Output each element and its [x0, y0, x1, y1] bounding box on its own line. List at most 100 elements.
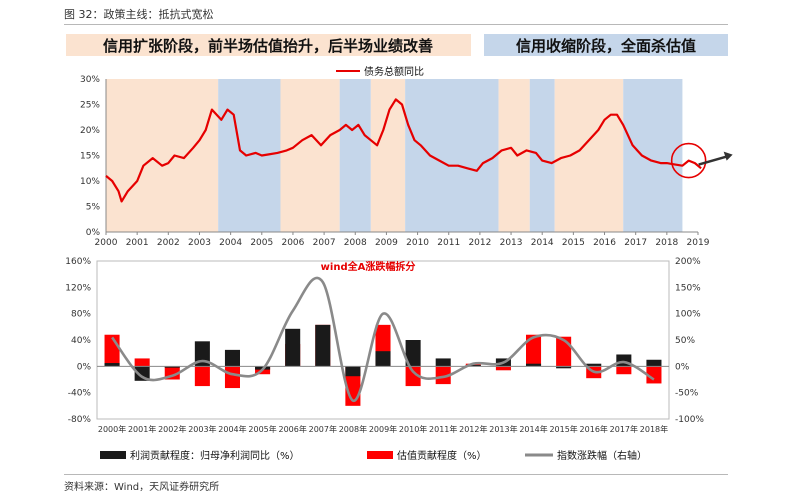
valuation-bar	[435, 366, 451, 385]
title-divider	[64, 24, 728, 25]
banner-expansion-label: 信用扩张阶段，前半场估值抬升，后半场业绩改善	[103, 37, 433, 55]
top-y-tick-label: 5%	[86, 203, 101, 213]
debt-growth-line	[105, 98, 702, 203]
trend-arrow-shaft	[698, 155, 727, 166]
top-x-tick-label: 2004	[219, 238, 242, 248]
bottom-x-tick-label: 2016年	[580, 424, 608, 434]
right-y-tick-label: 200%	[675, 257, 701, 267]
debt-growth-chart: 0% 5% 10% 15% 20% 25% 30% 2000 2001 2002 2003 2004 2…	[80, 75, 733, 248]
profit-bar	[164, 366, 180, 368]
bottom-x-tick-label: 2006年	[279, 424, 307, 434]
legend-label-profit: 利润贡献程度：归母净利润同比（%）	[130, 449, 300, 462]
profit-bar	[224, 349, 240, 367]
phase-band-expansion	[498, 79, 530, 232]
top-x-tick-label: 2003	[188, 238, 211, 248]
top-y-tick-label: 20%	[80, 126, 100, 136]
bottom-x-tick-label: 2004年	[218, 424, 246, 434]
phase-band-contraction	[405, 79, 499, 232]
phase-band-expansion	[554, 79, 624, 232]
top-y-tick-label: 0%	[86, 228, 101, 238]
top-x-tick-label: 2005	[250, 238, 273, 248]
top-x-tick-label: 2013	[500, 238, 523, 248]
top-x-tick-label: 2015	[562, 238, 585, 248]
phase-band-contraction	[339, 79, 371, 232]
bottom-x-tick-label: 2017年	[610, 424, 638, 434]
banner-contraction	[484, 34, 728, 56]
profit-bar	[285, 328, 301, 367]
valuation-bar	[224, 366, 240, 389]
top-x-tick-label: 2018	[655, 238, 678, 248]
profit-bar	[405, 340, 421, 367]
profit-bar	[194, 341, 210, 367]
banner-contraction-label: 信用收缩阶段，全面杀估值	[516, 37, 696, 55]
valuation-bar	[194, 366, 210, 387]
highlight-circle	[670, 142, 707, 179]
top-x-tick-label: 2016	[593, 238, 616, 248]
valuation-bar	[495, 366, 511, 371]
phase-band-contraction	[529, 79, 555, 232]
top-x-tick-label: 2000	[95, 238, 118, 248]
profit-bar	[616, 354, 632, 367]
profit-bar	[104, 363, 120, 367]
legend-label-index: 指数涨跌幅（右轴）	[557, 449, 647, 462]
profit-bar	[646, 359, 662, 367]
left-y-tick-label: -80%	[68, 415, 92, 425]
legend-label-valuation: 估值贡献程度（%）	[397, 449, 487, 462]
bottom-x-tick-label: 2018年	[640, 424, 668, 434]
top-x-tick-label: 2012	[468, 238, 491, 248]
profit-bar	[526, 363, 542, 367]
left-y-tick-label: 0%	[77, 362, 92, 372]
right-y-tick-label: 0%	[675, 362, 690, 372]
right-y-tick-label: 50%	[675, 336, 695, 346]
left-y-tick-label: 80%	[71, 310, 91, 320]
right-y-tick-label: -100%	[675, 415, 704, 425]
left-y-tick-label: 40%	[71, 336, 91, 346]
phase-band-expansion	[280, 79, 340, 232]
source-note: 资料来源：Wind，天风证券研究所	[64, 482, 220, 493]
legend-swatch-profit	[100, 451, 126, 459]
right-y-tick-label: 150%	[675, 283, 701, 293]
bottom-x-tick-label: 2008年	[339, 424, 367, 434]
profit-bar	[375, 351, 391, 367]
bottom-x-tick-label: 2015年	[549, 424, 577, 434]
top-x-tick-label: 2017	[624, 238, 647, 248]
left-y-tick-label: -40%	[68, 389, 92, 399]
bottom-x-tick-label: 2002年	[158, 424, 186, 434]
valuation-bar	[134, 358, 150, 367]
bottom-plot-frame	[96, 260, 670, 420]
valuation-bar	[405, 366, 421, 387]
top-x-tick-label: 2001	[126, 238, 149, 248]
top-x-tick-label: 2011	[437, 238, 460, 248]
bottom-x-tick-label: 2012年	[459, 424, 487, 434]
legend-label-debt: 债务总额同比	[364, 65, 424, 78]
profit-bar	[134, 366, 150, 381]
profit-bar	[556, 366, 572, 369]
top-x-tick-label: 2008	[344, 238, 367, 248]
phase-band-contraction	[623, 79, 683, 232]
return-decomposition-chart: 160% 120% 80% 40% 0% -40% -80% 200% 150% 100% 50% 0…	[65, 257, 704, 434]
left-y-tick-label: 120%	[65, 283, 91, 293]
trend-arrow-head	[723, 151, 733, 161]
right-y-tick-label: -50%	[675, 389, 699, 399]
top-y-tick-label: 15%	[80, 152, 100, 162]
top-x-tick-label: 2010	[406, 238, 429, 248]
banner-expansion	[66, 34, 471, 56]
bottom-x-tick-label: 2003年	[188, 424, 216, 434]
bottom-x-tick-label: 2000年	[98, 424, 126, 434]
legend-swatch-valuation	[367, 451, 393, 459]
top-y-tick-label: 25%	[80, 101, 100, 111]
bottom-x-tick-label: 2005年	[248, 424, 276, 434]
top-x-tick-label: 2014	[531, 238, 554, 248]
valuation-bar	[646, 366, 662, 384]
profit-bar	[586, 363, 602, 367]
profit-bar	[345, 366, 361, 377]
left-y-tick-label: 160%	[65, 257, 91, 267]
top-x-tick-label: 2006	[281, 238, 304, 248]
top-y-tick-label: 30%	[80, 75, 100, 85]
bottom-x-tick-label: 2011年	[429, 424, 457, 434]
index-return-line	[111, 276, 655, 402]
top-x-tick-label: 2002	[157, 238, 180, 248]
bottom-x-tick-label: 2010年	[399, 424, 427, 434]
valuation-bar	[526, 334, 542, 367]
figure-title: 图 32：政策主线：抵抗式宽松	[64, 8, 214, 21]
